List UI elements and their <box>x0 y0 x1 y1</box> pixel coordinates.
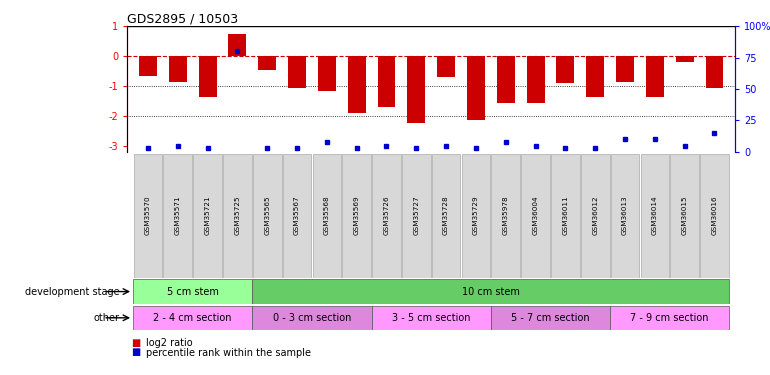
Bar <box>705 56 724 88</box>
Bar <box>193 154 222 278</box>
Bar <box>611 154 639 278</box>
Bar <box>490 306 610 330</box>
Text: GSM35567: GSM35567 <box>294 196 300 236</box>
Text: 10 cm stem: 10 cm stem <box>462 286 520 297</box>
Bar <box>288 56 306 88</box>
Bar <box>700 154 728 278</box>
Bar <box>133 306 253 330</box>
Bar <box>283 154 311 278</box>
Text: GSM35725: GSM35725 <box>234 196 240 236</box>
Bar <box>372 154 401 278</box>
Bar <box>641 154 669 278</box>
Text: GSM36015: GSM36015 <box>681 196 688 236</box>
Bar <box>610 306 729 330</box>
Bar <box>402 154 430 278</box>
Bar <box>462 154 490 278</box>
Text: GSM36004: GSM36004 <box>533 196 538 236</box>
Text: GSM35978: GSM35978 <box>503 196 509 236</box>
Bar <box>253 154 282 278</box>
Bar <box>581 154 610 278</box>
Bar <box>133 279 253 304</box>
Bar <box>318 56 336 90</box>
Text: 5 - 7 cm section: 5 - 7 cm section <box>511 313 590 323</box>
Text: GSM35570: GSM35570 <box>145 196 151 236</box>
Text: ■: ■ <box>131 338 140 348</box>
Bar <box>497 56 514 102</box>
Text: GSM36014: GSM36014 <box>652 196 658 236</box>
Text: GDS2895 / 10503: GDS2895 / 10503 <box>127 12 238 25</box>
Bar <box>616 56 634 82</box>
Text: GSM36013: GSM36013 <box>622 196 628 236</box>
Bar <box>223 154 252 278</box>
Bar <box>199 56 216 96</box>
Text: 3 - 5 cm section: 3 - 5 cm section <box>392 313 470 323</box>
Bar <box>521 154 550 278</box>
Bar <box>377 56 396 107</box>
Bar <box>343 154 371 278</box>
Bar <box>467 56 485 120</box>
Text: GSM35726: GSM35726 <box>383 196 390 236</box>
Bar <box>437 56 455 77</box>
Text: GSM35729: GSM35729 <box>473 196 479 236</box>
Text: 2 - 4 cm section: 2 - 4 cm section <box>153 313 232 323</box>
Text: 7 - 9 cm section: 7 - 9 cm section <box>631 313 709 323</box>
Text: GSM35728: GSM35728 <box>443 196 449 236</box>
Bar <box>586 56 604 96</box>
Bar <box>348 56 366 113</box>
Text: other: other <box>93 313 119 323</box>
Bar <box>139 56 157 76</box>
Text: GSM35565: GSM35565 <box>264 196 270 236</box>
Bar <box>491 154 520 278</box>
Text: GSM36011: GSM36011 <box>562 196 568 236</box>
Text: ■: ■ <box>131 348 140 357</box>
Bar <box>313 154 341 278</box>
Text: 5 cm stem: 5 cm stem <box>167 286 219 297</box>
Bar <box>229 34 246 56</box>
Text: GSM36012: GSM36012 <box>592 196 598 236</box>
Text: log2 ratio: log2 ratio <box>146 338 193 348</box>
Bar <box>163 154 192 278</box>
Bar <box>169 56 186 82</box>
Text: GSM35568: GSM35568 <box>324 196 330 236</box>
Bar <box>258 56 276 70</box>
Text: GSM35571: GSM35571 <box>175 196 181 236</box>
Bar <box>527 56 544 102</box>
Text: GSM35569: GSM35569 <box>353 196 360 236</box>
Bar <box>372 306 490 330</box>
Bar <box>253 306 372 330</box>
Text: percentile rank within the sample: percentile rank within the sample <box>146 348 311 357</box>
Text: GSM36016: GSM36016 <box>711 196 718 236</box>
Bar <box>253 279 729 304</box>
Bar <box>557 56 574 83</box>
Text: development stage: development stage <box>25 286 119 297</box>
Text: GSM35727: GSM35727 <box>413 196 420 236</box>
Bar <box>551 154 580 278</box>
Bar <box>134 154 162 278</box>
Bar <box>646 56 664 96</box>
Bar <box>676 56 694 62</box>
Bar <box>407 56 425 123</box>
Text: 0 - 3 cm section: 0 - 3 cm section <box>273 313 351 323</box>
Bar <box>432 154 460 278</box>
Bar <box>671 154 699 278</box>
Text: GSM35721: GSM35721 <box>205 196 210 236</box>
